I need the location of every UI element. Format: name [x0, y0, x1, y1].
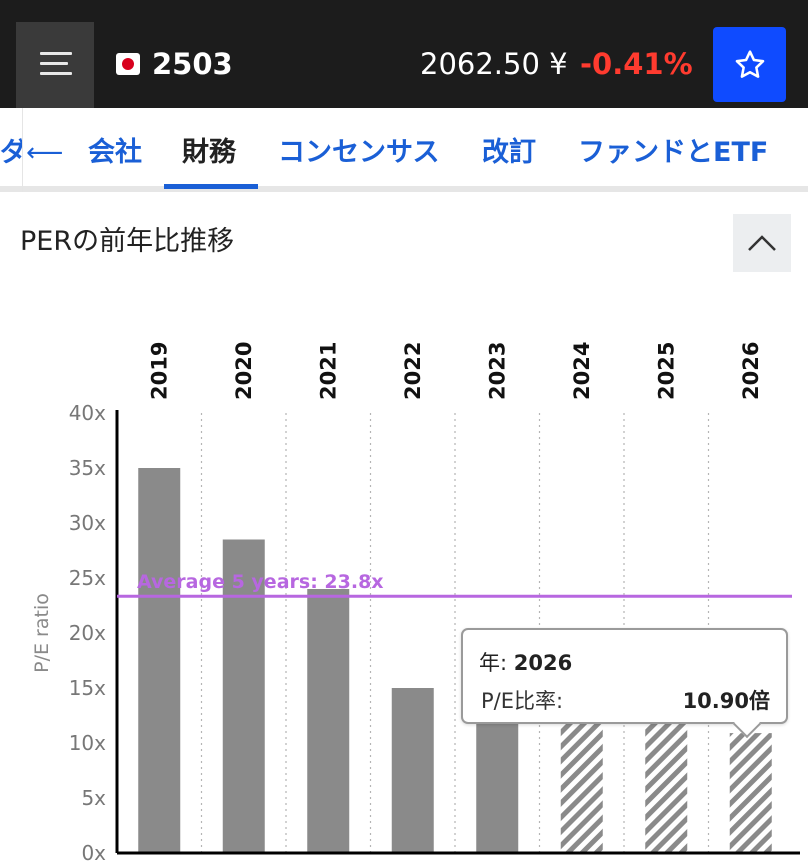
tab-revisions[interactable]: 改訂: [482, 137, 536, 168]
menu-line-icon: [40, 52, 72, 55]
pe-ratio-chart: Average 5 years: 23.8x 0x 5x 10x 15x 20x 25x 3…: [31, 342, 800, 861]
bar-2021[interactable]: [307, 589, 350, 853]
y-tick-label: 35x: [69, 456, 106, 480]
tooltip-year: 年: 2026: [479, 651, 573, 675]
price-change: -0.41%: [580, 47, 693, 81]
x-tick-label: 2021: [316, 342, 340, 400]
bar-2022[interactable]: [391, 688, 434, 853]
x-tick-label: 2022: [401, 342, 425, 400]
ticker-symbol: 2503: [152, 47, 233, 81]
tooltip-metric-value: 10.90倍: [682, 689, 770, 713]
bar-2025[interactable]: [645, 721, 688, 853]
x-tick-label: 2023: [485, 342, 509, 400]
x-tick-label: 2020: [232, 342, 256, 400]
bar-2020[interactable]: [222, 539, 265, 854]
tab-funds-etf[interactable]: ファンドとETF: [578, 137, 769, 168]
bar-2024[interactable]: [560, 721, 603, 853]
star-icon: [735, 49, 764, 78]
tooltip-metric-label: P/E比率:: [481, 689, 564, 713]
active-tab-indicator: [164, 184, 258, 189]
tab-partial[interactable]: ダ: [0, 137, 22, 168]
section-title: PERの前年比推移: [20, 226, 235, 257]
stock-price: 2062.50 ¥: [420, 47, 568, 81]
japan-flag-icon: [116, 53, 140, 75]
collapse-button[interactable]: [733, 214, 791, 272]
y-tick-label: 30x: [69, 511, 106, 535]
menu-line-icon: [40, 62, 68, 65]
tab-financials[interactable]: 財務: [182, 137, 236, 168]
top-bar: 2503 2062.50 ¥ -0.41%: [0, 0, 808, 108]
x-tick-label: 2025: [654, 342, 678, 400]
menu-button[interactable]: [16, 22, 94, 108]
x-tick-label: 2026: [739, 342, 763, 400]
y-tick-label: 20x: [69, 621, 106, 645]
watchlist-button[interactable]: [713, 27, 786, 102]
tab-bar: ダ ⟵ 会社 財務 コンセンサス 改訂 ファンドとETF: [0, 108, 808, 192]
x-tick-label: 2024: [570, 342, 594, 400]
tab-company[interactable]: 会社: [88, 137, 142, 168]
tab-consensus[interactable]: コンセンサス: [278, 137, 440, 168]
menu-line-icon: [40, 72, 72, 75]
y-tick-label: 5x: [81, 786, 106, 810]
y-tick-label: 25x: [69, 566, 106, 590]
y-tick-label: 10x: [69, 731, 106, 755]
chevron-up-icon: [748, 235, 776, 251]
arrow-left-icon[interactable]: ⟵: [26, 138, 64, 168]
bar-2023[interactable]: [476, 721, 519, 853]
bar-2026[interactable]: [729, 733, 772, 853]
y-tick-label: 40x: [69, 401, 106, 425]
chart-tooltip: 年: 2026 P/E比率: 10.90倍: [461, 628, 788, 724]
y-axis-label: P/E ratio: [31, 593, 53, 673]
x-tick-label: 2019: [147, 342, 171, 400]
tab-divider: [22, 108, 23, 192]
bar-2019[interactable]: [138, 468, 181, 853]
y-tick-label: 15x: [69, 676, 106, 700]
y-tick-label: 0x: [81, 841, 106, 861]
average-label: Average 5 years: 23.8x: [137, 571, 384, 593]
